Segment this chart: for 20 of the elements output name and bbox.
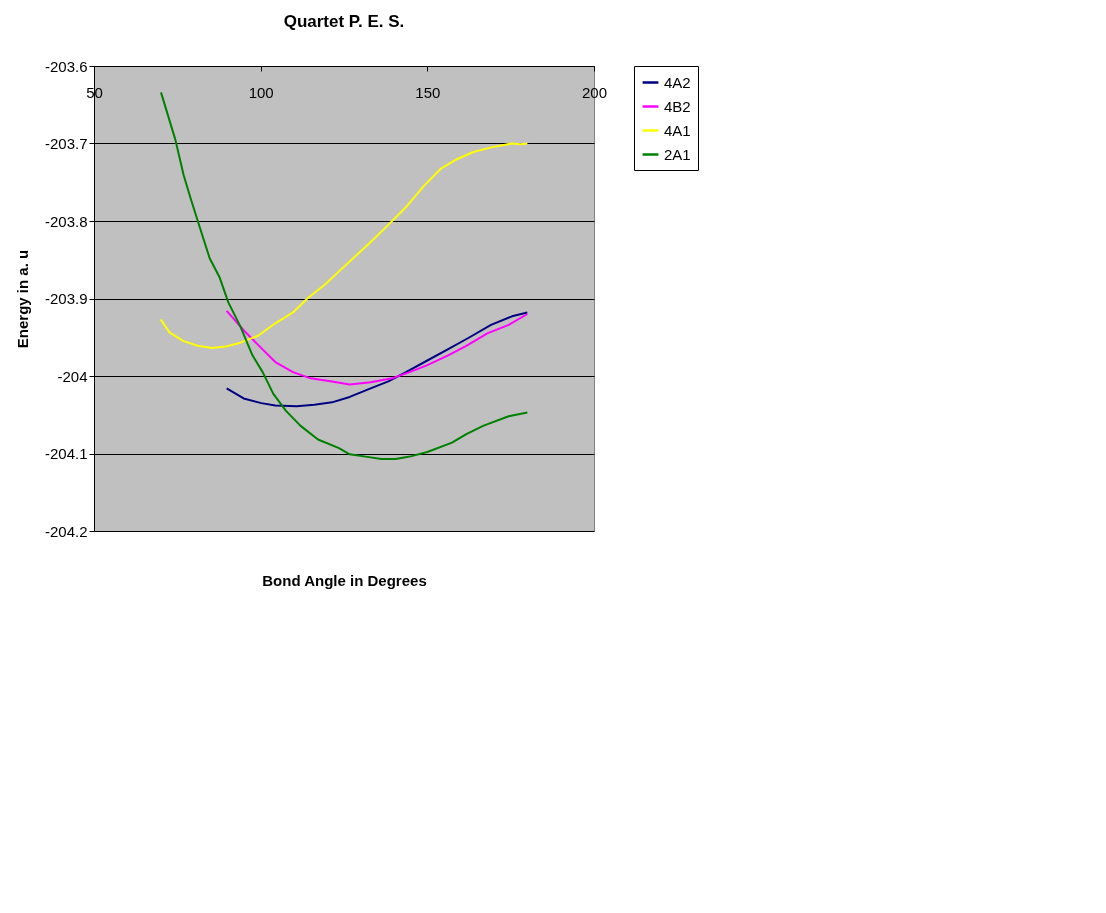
legend-label: 4B2	[664, 97, 691, 115]
x-axis-title: Bond Angle in Degrees	[262, 571, 427, 589]
legend-label: 4A2	[664, 73, 691, 91]
x-tick-label: 150	[415, 83, 441, 101]
y-tick-label: -203.6	[44, 57, 88, 75]
x-tick-label: 200	[581, 83, 608, 101]
y-tick-label: -204.1	[44, 445, 88, 462]
legend-label: 4A1	[664, 121, 691, 139]
legend-label: 2A1	[664, 145, 691, 163]
chart-title: Quartet P. E. S.	[283, 12, 405, 31]
y-axis-title: Energy in a. u	[13, 249, 31, 349]
line-series	[225, 309, 529, 386]
x-tick-label: 100	[248, 83, 274, 101]
y-tick-label: -203.7	[44, 135, 88, 152]
line-series	[225, 311, 529, 408]
line-series	[159, 142, 529, 350]
y-tick-label: -204	[57, 367, 88, 385]
y-tick-label: -204.2	[44, 522, 88, 540]
y-tick-label: -203.8	[44, 212, 88, 230]
y-tick-label: -203.9	[44, 290, 88, 307]
